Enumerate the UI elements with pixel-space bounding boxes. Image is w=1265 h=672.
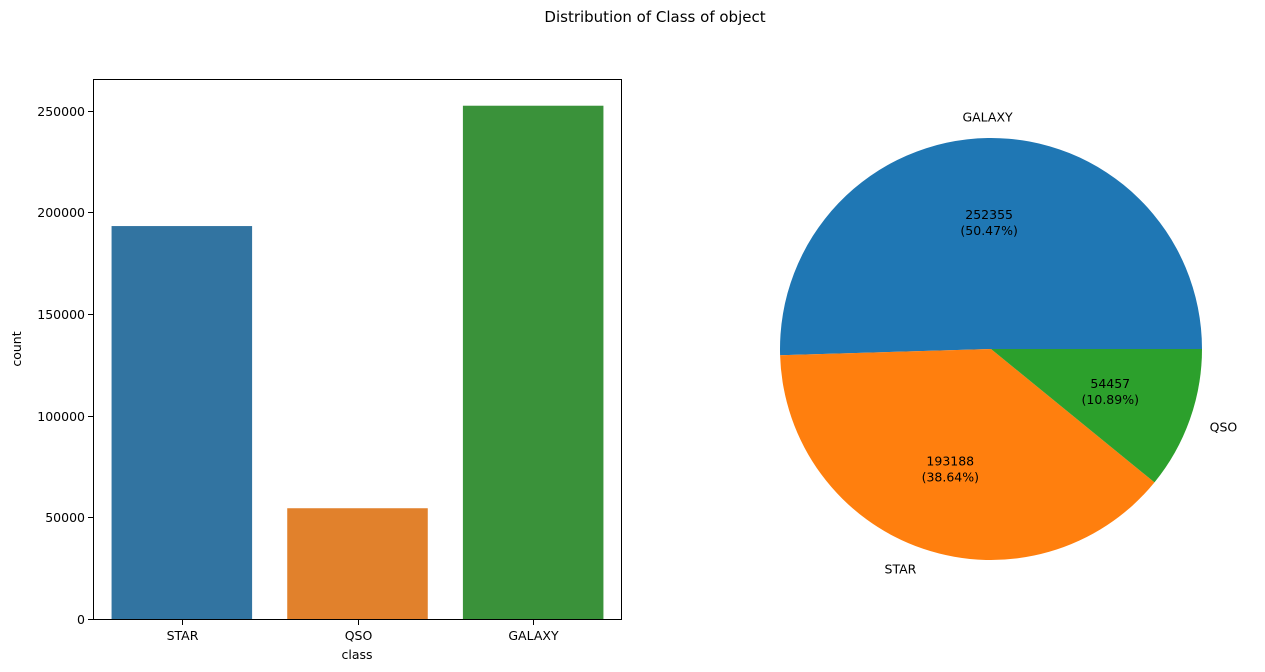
bar-x-axis-label: class [341, 647, 372, 662]
pie-count-text: 54457 [1090, 376, 1130, 391]
pie-label-qso: QSO [1210, 419, 1238, 434]
pie-slice-qso [991, 349, 1202, 483]
x-tick-label-galaxy: GALAXY [508, 628, 559, 643]
pie-value-label-qso: 54457 (10.89%) [1082, 376, 1139, 407]
y-tick-label: 250000 [37, 104, 85, 119]
bar-chart: 0 50000 100000 150000 200000 250000 STAR QSO GA… [9, 79, 622, 662]
pie-wedges [779, 137, 1202, 560]
bar-marks [111, 105, 604, 619]
pie-percent-text: (50.47%) [960, 223, 1017, 238]
bar-plot-frame [93, 79, 622, 620]
y-tick-label: 100000 [37, 409, 85, 424]
x-tick-label-star: STAR [167, 628, 199, 643]
pie-labels: GALAXY 252355 (50.47%) STAR 193188 (38.64%) QS… [885, 109, 1238, 576]
pie-label-galaxy: GALAXY [962, 109, 1013, 124]
bar-x-ticks: STAR QSO GALAXY [167, 619, 559, 643]
bar-galaxy [462, 105, 604, 619]
pie-percent-text: (38.64%) [922, 469, 979, 484]
pie-value-label-galaxy: 252355 (50.47%) [960, 207, 1017, 238]
bar-y-ticks: 0 50000 100000 150000 200000 250000 [37, 104, 94, 627]
pie-label-star: STAR [885, 561, 917, 576]
figure-title: Distribution of Class of object [544, 8, 765, 26]
pie-slice-galaxy [779, 137, 1202, 356]
pie-count-text: 193188 [926, 453, 974, 468]
bar-qso [287, 508, 428, 619]
x-tick-label-qso: QSO [345, 628, 373, 643]
y-tick-label: 150000 [37, 307, 85, 322]
y-tick-label: 0 [77, 612, 85, 627]
pie-percent-text: (10.89%) [1082, 392, 1139, 407]
bar-y-axis-label: count [9, 331, 24, 366]
y-tick-label: 200000 [37, 205, 85, 220]
pie-value-label-star: 193188 (38.64%) [922, 453, 979, 484]
pie-count-text: 252355 [965, 207, 1013, 222]
pie-chart: GALAXY 252355 (50.47%) STAR 193188 (38.64%) QS… [779, 109, 1238, 576]
pie-slice-star [780, 349, 1155, 560]
bar-star [111, 226, 253, 619]
y-tick-label: 50000 [45, 510, 85, 525]
